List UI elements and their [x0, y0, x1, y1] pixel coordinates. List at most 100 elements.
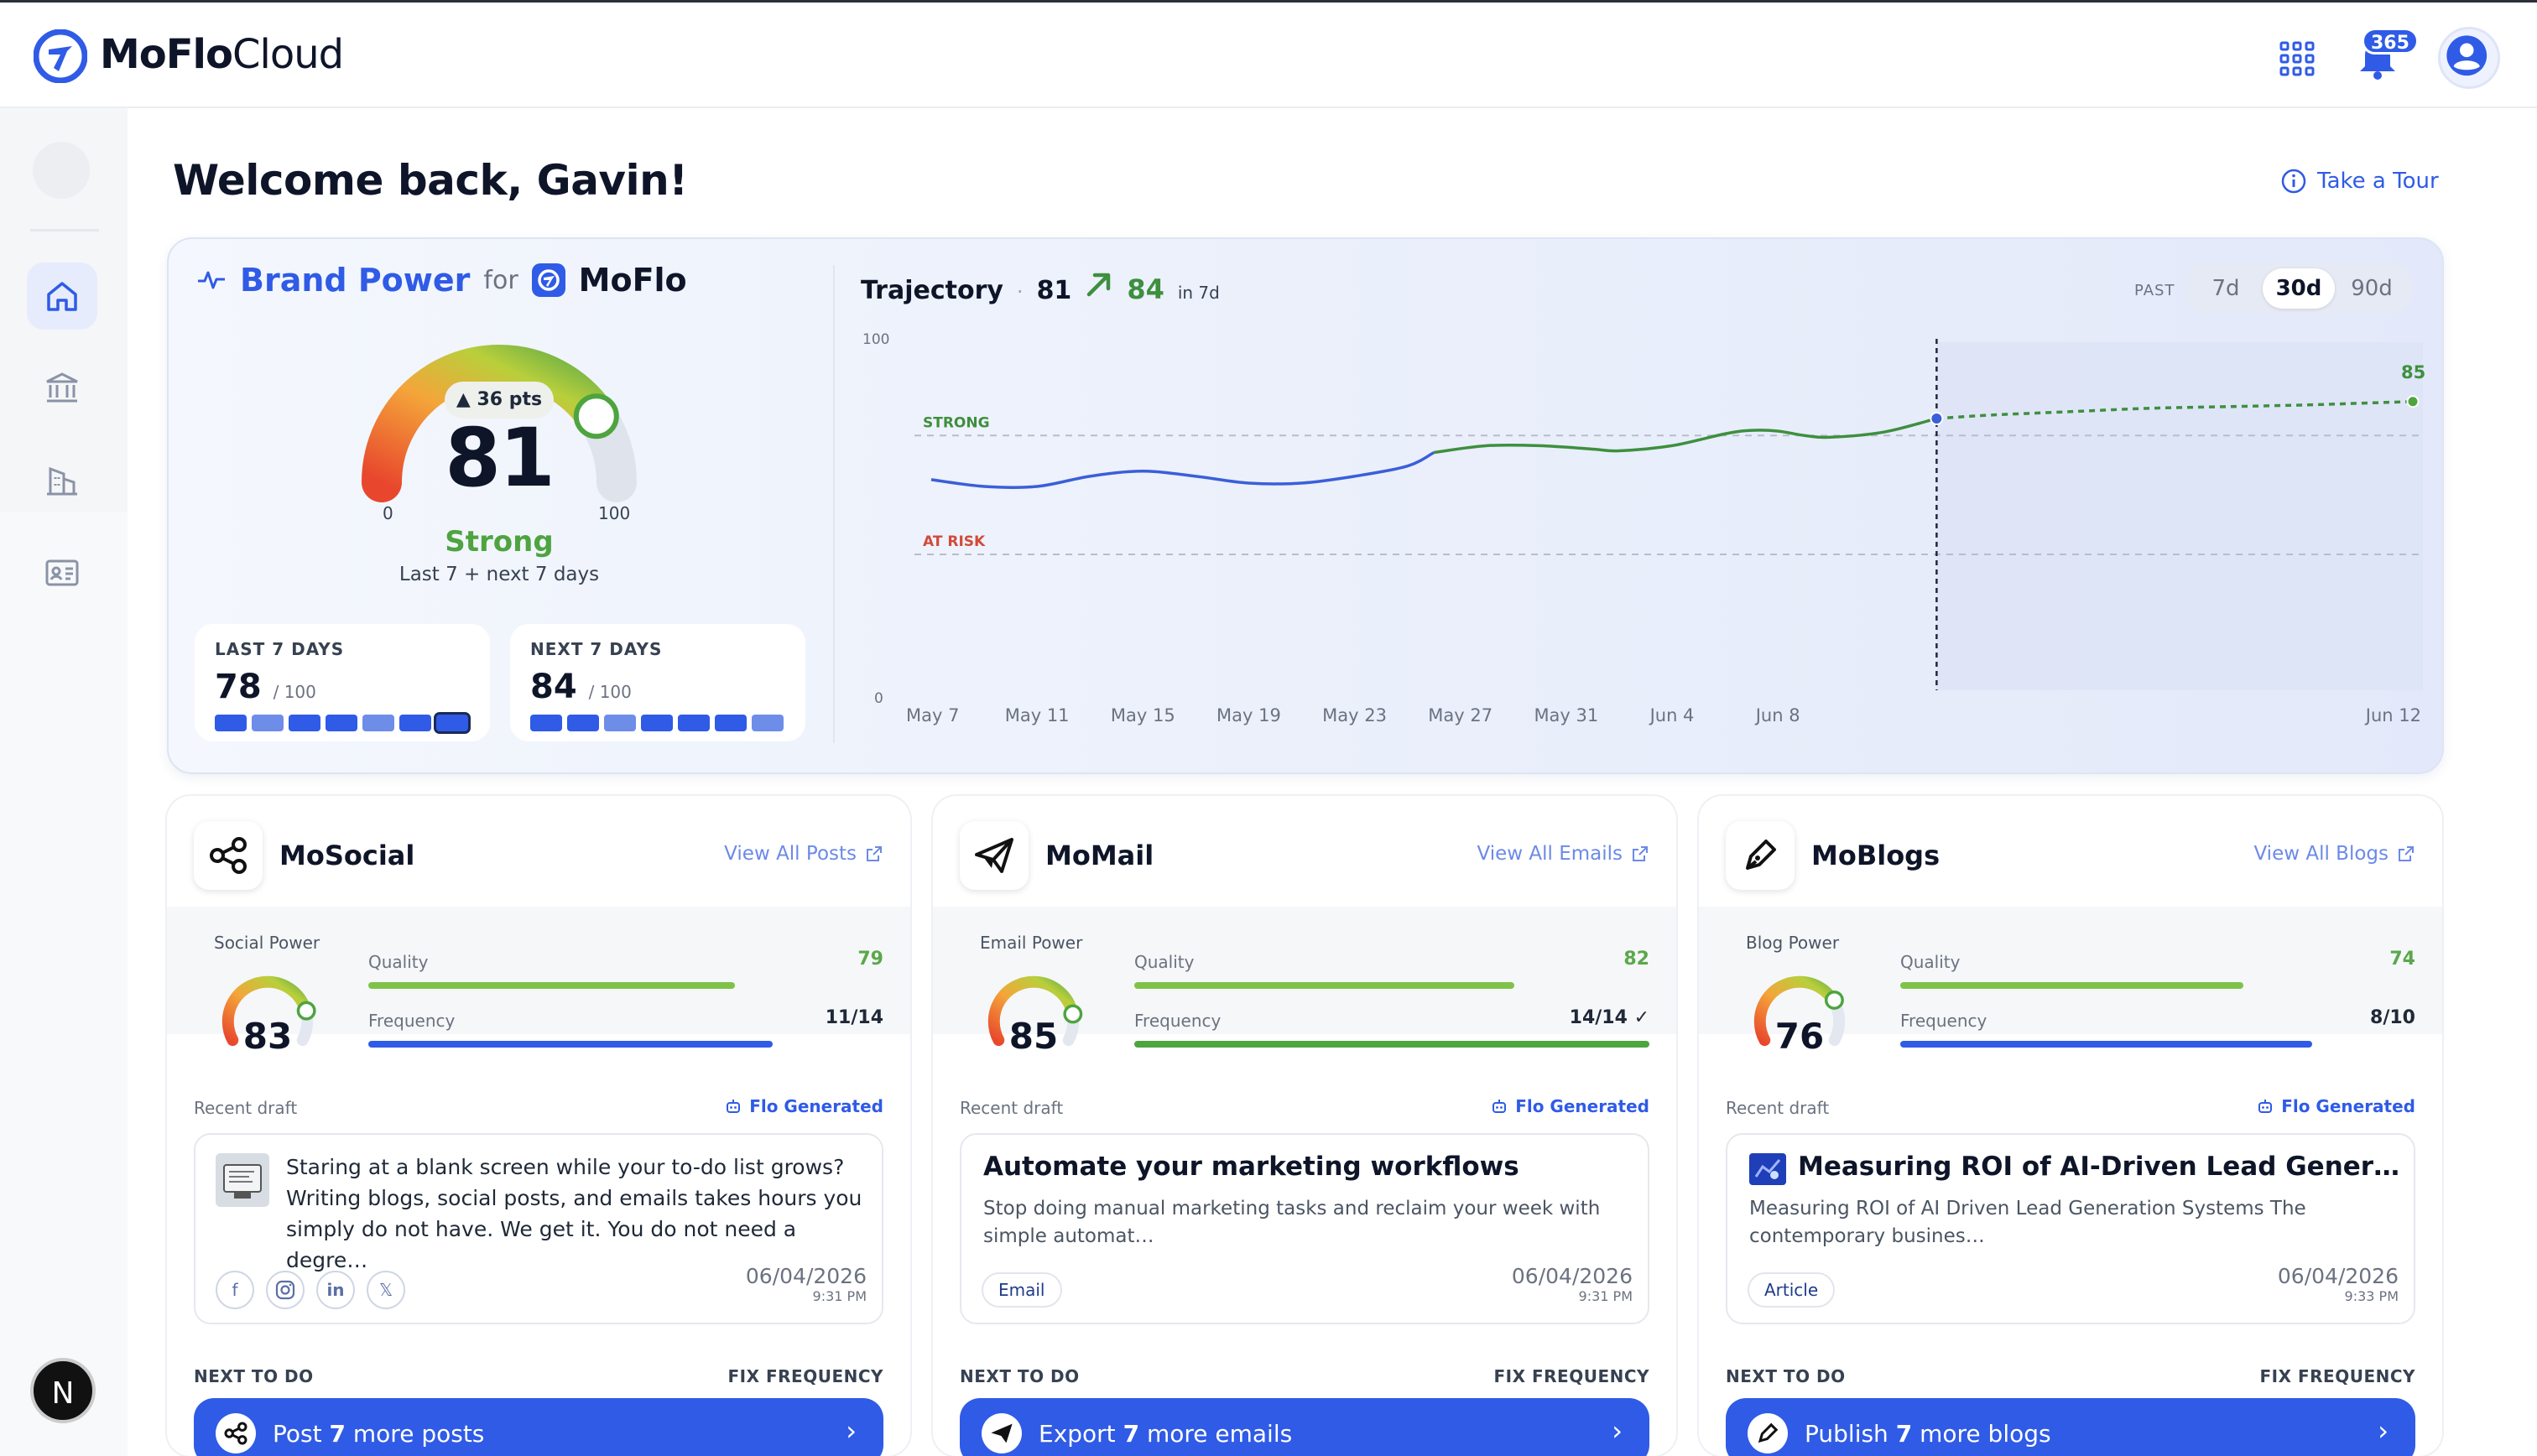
gauge-knob — [1063, 1004, 1083, 1024]
external-link-icon — [2399, 846, 2414, 861]
cta-object: more posts — [352, 1420, 485, 1448]
range-7d-button[interactable]: 7d — [2211, 276, 2240, 301]
day-bar — [567, 715, 599, 731]
power-label: Email Power — [980, 933, 1083, 953]
draft-title: Measuring ROI of AI-Driven Lead Generati… — [1798, 1152, 2402, 1182]
sidebar-item-contacts[interactable] — [27, 539, 97, 606]
range-30d-button[interactable]: 30d — [2263, 268, 2335, 309]
day-bar — [641, 715, 673, 731]
top-bar: MoFloCloud 365 — [0, 0, 2537, 108]
next-7-score: 84 — [530, 668, 577, 706]
next-action-button[interactable]: Post 7 more posts › — [194, 1398, 883, 1456]
brand-power-status: Strong — [445, 525, 554, 559]
trajectory-chart: STRONG AT RISK 100 0 May 7 May 11 May 15 May 19… — [862, 331, 2425, 725]
quality-bar-fill — [1134, 982, 1515, 989]
x-tick-label: Jun 8 — [1754, 705, 1800, 725]
y-tick-label: 0 — [874, 690, 883, 707]
draft-type-tag: Article — [1748, 1272, 1836, 1308]
quality-bar-fill — [1900, 982, 2243, 989]
x-tick-label: May 7 — [906, 705, 959, 725]
chevron-right-icon: › — [846, 1415, 857, 1447]
linkedin-icon[interactable]: in — [316, 1271, 355, 1309]
quality-label: Quality — [1134, 952, 1195, 972]
range-90d-button[interactable]: 90d — [2351, 276, 2393, 301]
draft-date-value: 06/04/2026 — [2277, 1264, 2399, 1288]
moflo-logo-icon[interactable] — [34, 29, 87, 83]
cta-verb: Publish — [1805, 1420, 1888, 1448]
trajectory-current: 81 — [1036, 276, 1072, 305]
next-action-button[interactable]: Export 7 more emails › — [960, 1398, 1649, 1456]
app-card-moblogs: MoBlogs View All Blogs Blog Power 76 Quality… — [1699, 796, 2442, 1456]
last-7-max: / 100 — [273, 682, 316, 702]
view-all-label: View All Blogs — [2253, 843, 2389, 865]
trajectory-header: Trajectory · 81 84 in 7d — [861, 270, 1220, 305]
external-link-icon — [1633, 846, 1648, 861]
series-line-actual-low — [930, 450, 1435, 490]
cta-label: Export 7 more emails — [1039, 1420, 1292, 1448]
day-bar — [289, 715, 320, 731]
sidebar-item-home[interactable] — [27, 263, 97, 330]
draft-date-value: 06/04/2026 — [1511, 1264, 1633, 1288]
view-all-link[interactable]: View All Blogs — [2253, 843, 2415, 865]
projection-area — [1936, 342, 2423, 690]
user-avatar[interactable] — [2438, 27, 2500, 89]
bottom-avatar[interactable]: N — [30, 1358, 96, 1423]
trajectory-title: Trajectory — [861, 276, 1003, 305]
brand-power-label: Brand Power — [240, 262, 471, 299]
recent-draft-label: Recent draft — [1726, 1098, 1830, 1118]
cta-object: more emails — [1146, 1420, 1293, 1448]
day-bar — [752, 715, 784, 731]
quality-bar — [1900, 982, 2415, 989]
x-twitter-icon[interactable]: 𝕏 — [367, 1271, 405, 1309]
fix-frequency-label[interactable]: FIX FREQUENCY — [1493, 1366, 1649, 1386]
draft-title: Automate your marketing workflows — [983, 1152, 1519, 1182]
view-all-link[interactable]: View All Posts — [724, 843, 883, 865]
app-icon[interactable] — [194, 821, 263, 890]
fix-frequency-label[interactable]: FIX FREQUENCY — [727, 1366, 883, 1386]
paper-plane-icon — [991, 1423, 1013, 1443]
article-thumbnail — [1749, 1153, 1786, 1185]
fix-frequency-label[interactable]: FIX FREQUENCY — [2259, 1366, 2415, 1386]
quality-label: Quality — [368, 952, 429, 972]
quality-value: 74 — [2389, 949, 2415, 970]
sidebar-item-institution[interactable] — [27, 355, 97, 422]
card-divider — [833, 265, 835, 743]
recent-draft-card[interactable]: Measuring ROI of AI-Driven Lead Generati… — [1726, 1133, 2415, 1324]
page-title: Welcome back, Gavin! — [173, 156, 688, 205]
app-icon[interactable] — [1726, 821, 1795, 890]
draft-time: 9:31 PM — [812, 1288, 867, 1304]
power-score: 83 — [242, 1016, 293, 1057]
view-all-link[interactable]: View All Emails — [1477, 843, 1649, 865]
take-tour-link[interactable]: Take a Tour — [2280, 168, 2439, 195]
apps-grid-icon[interactable] — [2279, 41, 2315, 76]
cta-count: 7 — [329, 1420, 346, 1448]
frequency-bar-fill — [368, 1041, 773, 1048]
y-tick-label: 100 — [862, 331, 889, 348]
brand-power-gauge — [362, 345, 637, 502]
frequency-bar-fill — [1134, 1041, 1649, 1048]
sidebar-item-company[interactable] — [27, 447, 97, 514]
recent-draft-card[interactable]: Staring at a blank screen while your to-… — [194, 1133, 883, 1324]
gauge-min-label: 0 — [383, 503, 393, 523]
separator-dot: · — [1016, 280, 1024, 304]
facebook-icon[interactable]: f — [216, 1271, 254, 1309]
app-name: MoBlogs — [1811, 840, 1941, 871]
next-action-button[interactable]: Publish 7 more blogs › — [1726, 1398, 2415, 1456]
recent-draft-card[interactable]: Automate your marketing workflows Stop do… — [960, 1133, 1649, 1324]
day-bar — [530, 715, 562, 731]
app-icon[interactable] — [960, 821, 1029, 890]
building-icon — [47, 466, 77, 496]
quality-bar-fill — [368, 982, 735, 989]
recent-draft-label: Recent draft — [194, 1098, 298, 1118]
cta-count: 7 — [1895, 1420, 1913, 1448]
frequency-value: 8/10 — [2370, 1007, 2415, 1028]
sidebar-avatar[interactable] — [33, 142, 90, 199]
robot-icon — [1493, 1100, 1507, 1113]
projected-end-point — [2406, 395, 2420, 408]
paper-plane-icon — [975, 838, 1013, 873]
past-label: PAST — [2134, 282, 2175, 299]
app-brand[interactable]: MoFloCloud — [100, 31, 344, 78]
instagram-icon[interactable] — [266, 1271, 305, 1309]
gauge-knob[interactable] — [573, 393, 619, 439]
draft-date: 06/04/2026 9:31 PM — [1512, 1264, 1633, 1304]
